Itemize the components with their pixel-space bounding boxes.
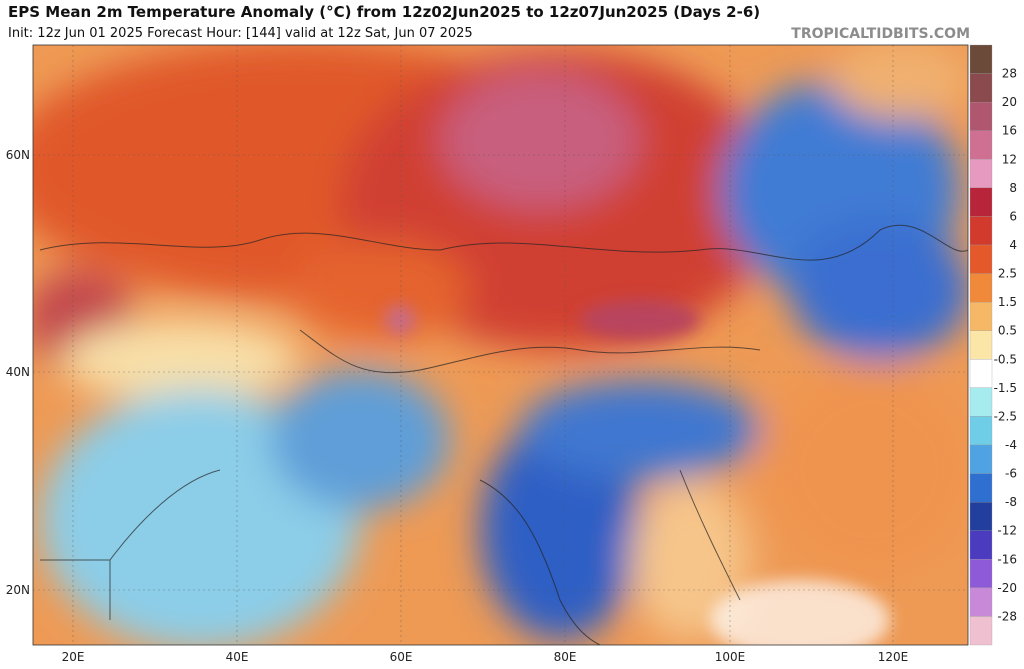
colorbar-swatch xyxy=(969,559,993,589)
colorbar-swatch xyxy=(969,530,993,560)
colorbar-swatch xyxy=(969,159,993,189)
colorbar-label: 16 xyxy=(1002,124,1017,138)
colorbar-swatch xyxy=(969,416,993,446)
lat-label: 20N xyxy=(6,583,30,597)
colorbar-label: 4 xyxy=(1009,238,1017,252)
colorbar-label: -0.5 xyxy=(994,352,1017,366)
colorbar-label: 2.5 xyxy=(998,267,1017,281)
colorbar-swatch xyxy=(969,130,993,160)
lon-label: 80E xyxy=(554,650,577,664)
colorbar-label: -12 xyxy=(997,524,1017,538)
colorbar-swatch xyxy=(969,387,993,417)
colorbar-label: 0.5 xyxy=(998,324,1017,338)
colorbar-swatch xyxy=(969,187,993,217)
colorbar-swatch xyxy=(969,273,993,303)
colorbar-swatch xyxy=(969,330,993,360)
colorbar-swatch xyxy=(969,501,993,531)
colorbar-swatch xyxy=(969,473,993,503)
colorbar-label: 6 xyxy=(1009,209,1017,223)
colorbar-label: 1.5 xyxy=(998,295,1017,309)
colorbar-label: 8 xyxy=(1009,181,1017,195)
colorbar-swatch xyxy=(969,44,993,74)
colorbar-swatch xyxy=(969,359,993,389)
colorbar-label: -20 xyxy=(997,581,1017,595)
title: EPS Mean 2m Temperature Anomaly (°C) fro… xyxy=(8,3,760,21)
colorbar-label: 20 xyxy=(1002,95,1017,109)
colorbar-label: -28 xyxy=(997,609,1017,623)
colorbar-swatch xyxy=(969,444,993,474)
colorbar-label: 12 xyxy=(1002,152,1017,166)
lon-label: 60E xyxy=(390,650,413,664)
map xyxy=(33,45,968,645)
map-frame xyxy=(32,44,969,646)
lon-label: 20E xyxy=(62,650,85,664)
colorbar-swatch xyxy=(969,616,993,646)
colorbar-swatch xyxy=(969,216,993,246)
colorbar-label: -4 xyxy=(1005,438,1017,452)
lon-label: 120E xyxy=(878,650,909,664)
colorbar-swatch xyxy=(969,244,993,274)
colorbar-label: -16 xyxy=(997,552,1017,566)
colorbar-swatch xyxy=(969,301,993,331)
colorbar-label: -8 xyxy=(1005,495,1017,509)
colorbar-swatch xyxy=(969,101,993,131)
watermark: TROPICALTIDBITS.COM xyxy=(791,26,970,42)
lon-label: 100E xyxy=(715,650,746,664)
colorbar-swatch xyxy=(969,587,993,617)
colorbar-label: -6 xyxy=(1005,467,1017,481)
colorbar-swatch xyxy=(969,73,993,103)
colorbar-label: 28 xyxy=(1002,67,1017,81)
colorbar-label: -2.5 xyxy=(994,409,1017,423)
lon-label: 40E xyxy=(226,650,249,664)
subtitle: Init: 12z Jun 01 2025 Forecast Hour: [14… xyxy=(8,26,473,41)
colorbar-label: -1.5 xyxy=(994,381,1017,395)
lat-label: 40N xyxy=(6,365,30,379)
lat-label: 60N xyxy=(6,148,30,162)
